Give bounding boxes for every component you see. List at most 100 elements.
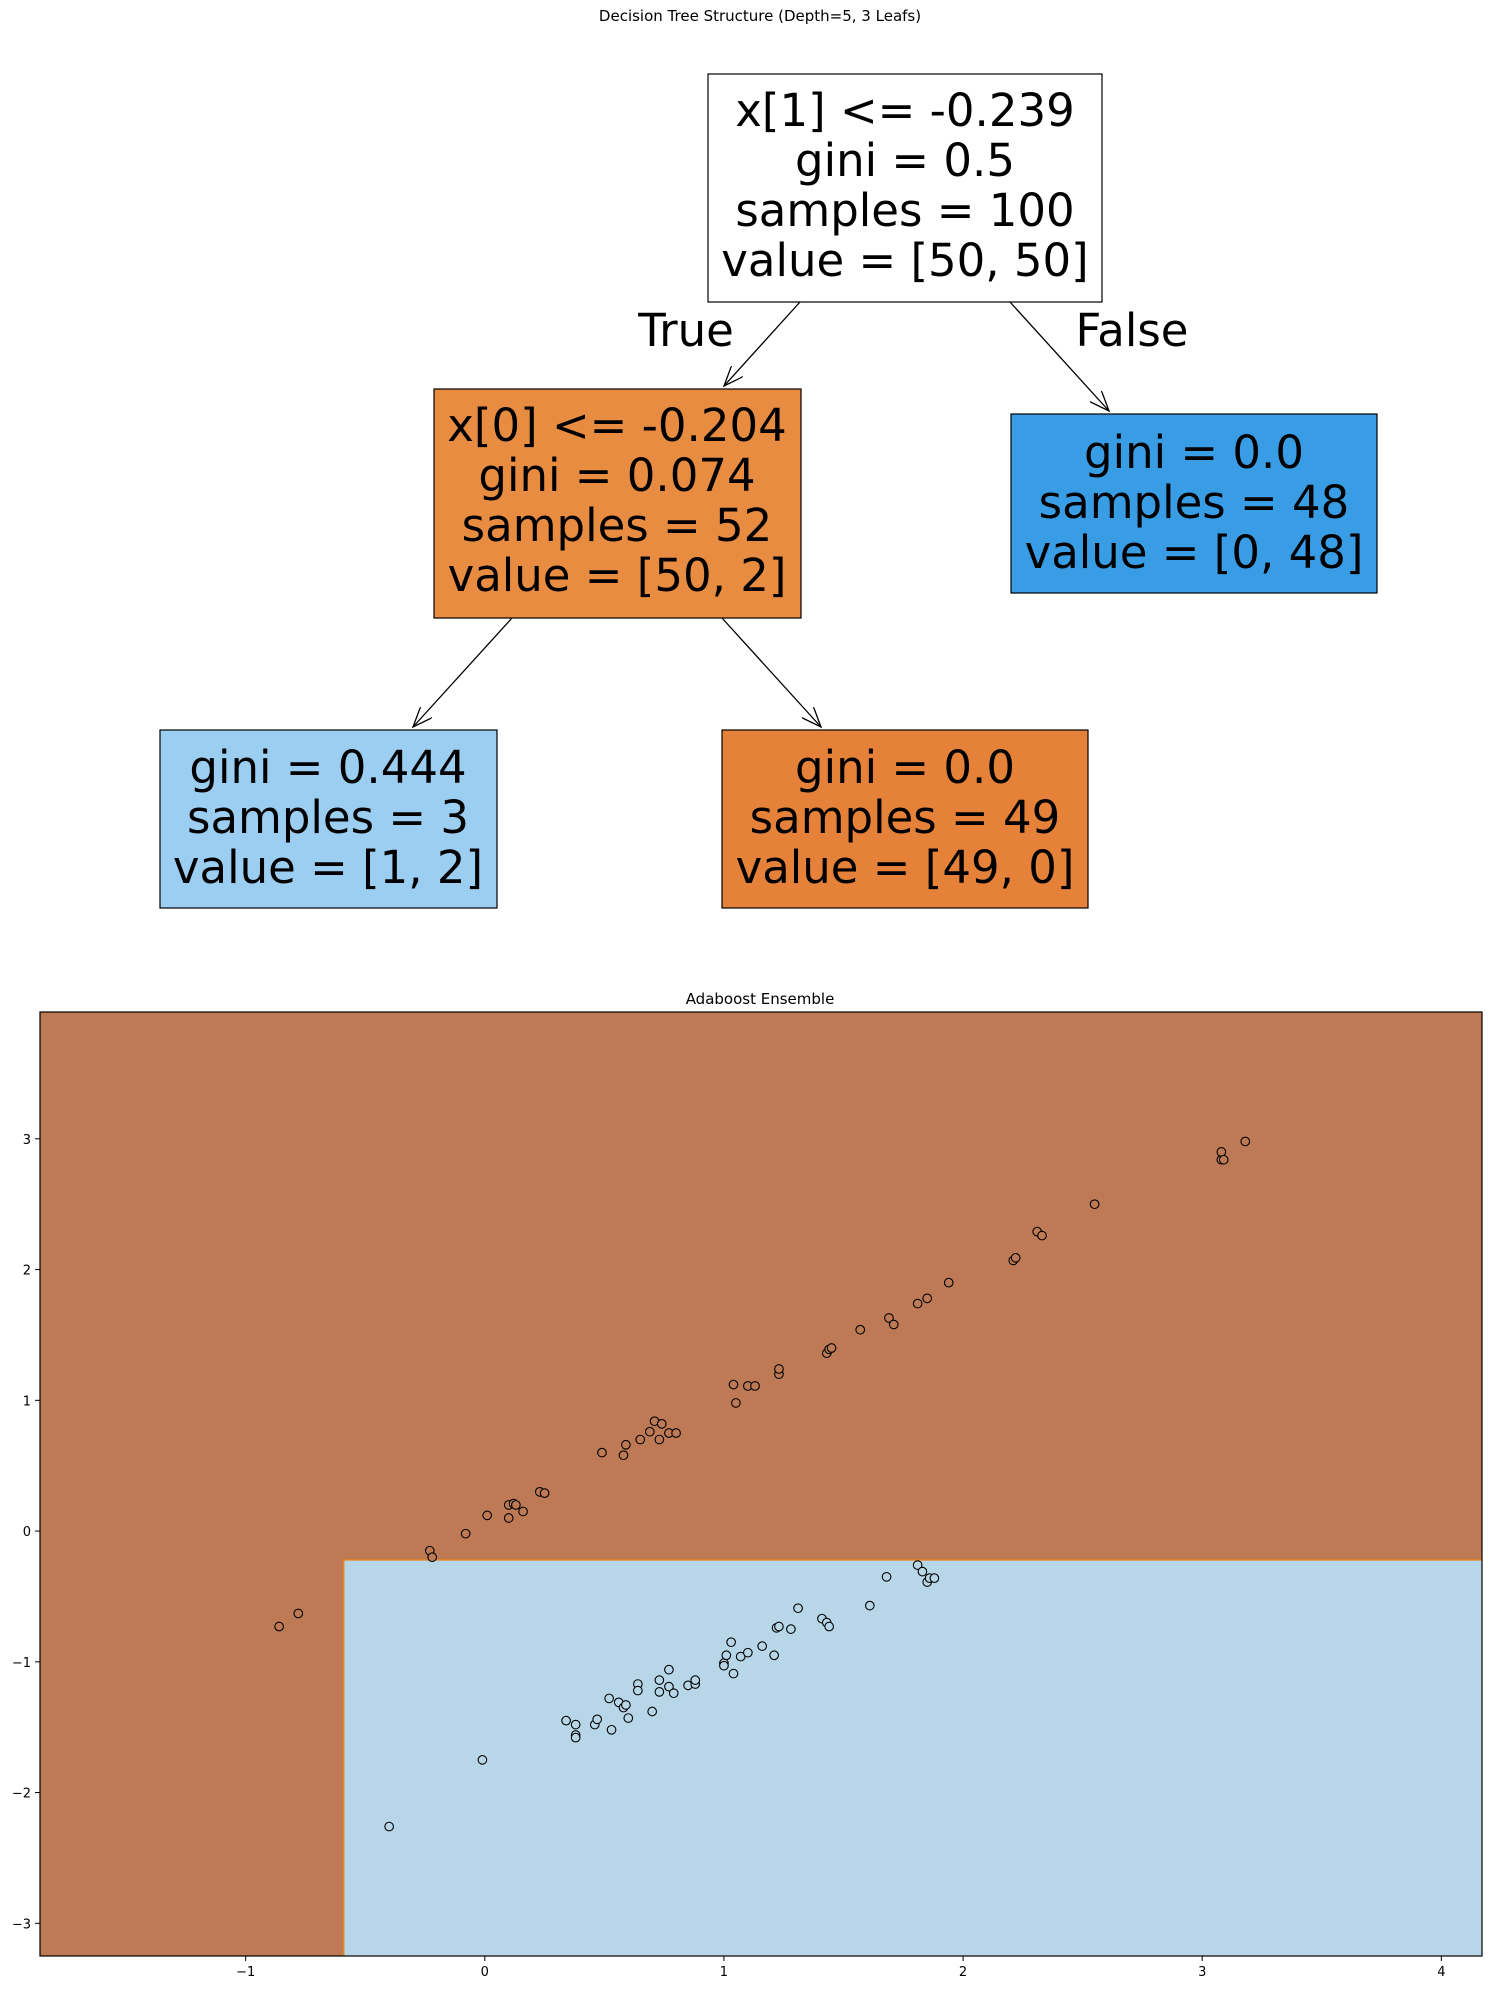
scatter-point-class-0 [518,1506,528,1517]
scatter-point-class-0 [774,1364,784,1374]
x-tick-label: 0 [481,1965,489,1980]
scatter-point-class-0 [1216,1147,1227,1157]
tree-node-left-right-box [721,729,1089,909]
edge-left-leftright [721,617,821,727]
tree-node-left-left-value: value = [1, 2] [173,841,483,894]
scatter-point-class-1 [690,1675,701,1685]
scatter-point-class-0 [750,1381,760,1391]
scatter-point-class-1 [917,1566,928,1577]
tree-node-root-split: x[1] <= -0.239 [735,84,1074,137]
decision-boundary [342,1559,1482,1956]
tree-node-left-left: gini = 0.444 samples = 3 value = [1, 2] [159,729,498,909]
scatter-point-class-1 [728,1668,739,1679]
scatter-point-class-0 [482,1510,493,1521]
scatter-point-class-0 [621,1439,631,1450]
scatter-point-class-0 [503,1513,514,1523]
decision-regions [40,1012,1482,1956]
scatter-point-class-1 [769,1650,780,1661]
scatter-point-class-0 [427,1552,438,1563]
scatter-point-class-0 [656,1419,667,1429]
scatter-point-class-0 [635,1434,646,1445]
scatter-point-class-1 [742,1647,753,1658]
y-tick-label: 3 [23,1133,31,1148]
scatter-point-class-0 [644,1426,655,1437]
scatter-point-class-0 [597,1447,607,1458]
scatter-point-class-1 [721,1650,732,1661]
scatter-point-class-1 [570,1732,581,1743]
tree-node-root-value: value = [50, 50] [721,234,1088,287]
tree-node-left-box [433,388,802,619]
tree-node-root-samples: samples = 100 [735,184,1074,237]
tree-node-right-samples: samples = 48 [1039,476,1350,529]
y-tick-label: 2 [23,1264,31,1279]
scatter-point-class-0 [654,1434,665,1445]
scatter-point-class-1 [774,1621,784,1632]
scatter-point-class-1 [912,1560,923,1570]
scatter-point-class-1 [606,1724,617,1735]
scatter-point-class-0 [618,1450,629,1461]
scatter-point-class-1 [592,1714,603,1725]
scatter-point-class-1 [786,1624,796,1634]
scatter-point-class-1 [561,1715,571,1726]
scatter-point-class-1 [623,1713,634,1723]
scatter-point-class-1 [726,1637,736,1648]
tree-node-right: gini = 0.0 samples = 48 value = [0, 48] [1010,413,1378,594]
scatter-point-class-0 [888,1319,899,1330]
tree-node-right-value: value = [0, 48] [1025,526,1364,579]
tree-node-left-right: gini = 0.0 samples = 49 value = [49, 0] [721,729,1089,909]
x-tick-label: 3 [1198,1965,1206,1980]
scatter-point-class-0 [731,1398,741,1408]
scatter-point-class-1 [632,1685,643,1696]
tree-node-left-gini: gini = 0.074 [478,449,755,502]
scatter-point-class-1 [654,1675,665,1685]
scatter-point-class-0 [826,1343,837,1353]
axes: −1 0 1 2 3 4 −3 −2 −1 0 1 2 3 [12,1011,1483,1980]
tree-node-right-box [1010,413,1378,594]
scatter-point-class-1 [793,1603,803,1614]
y-tick-label: 0 [23,1525,31,1540]
scatter-point-class-1 [647,1706,658,1717]
tree-title: Decision Tree Structure (Depth=5, 3 Leaf… [599,7,921,25]
scatter-point-class-0 [1089,1199,1100,1210]
scatter-point-class-1 [757,1641,768,1651]
scatter-point-class-1 [719,1660,729,1671]
scatter-point-class-1 [570,1719,581,1730]
false-edge-label: False [1076,304,1189,357]
tree-node-left-split: x[0] <= -0.204 [447,399,786,452]
scatter-point-class-1 [824,1621,835,1632]
scatter-point-class-0 [671,1428,681,1438]
region-class-1 [343,1559,1482,1956]
tree-node-right-gini: gini = 0.0 [1084,426,1304,479]
tree-node-root-box [707,73,1103,303]
edge-root-right [1009,301,1109,411]
scatter-point-class-0 [728,1379,739,1390]
scatter-point-class-1 [604,1693,614,1704]
chart-title: Adaboost Ensemble [686,990,835,1008]
tree-node-left-samples: samples = 52 [462,499,773,552]
scatter-point-class-0 [855,1324,866,1335]
scatter-point-class-0 [1240,1136,1251,1147]
edge-left-leftleft [413,617,513,727]
scatter-point-class-0 [943,1277,954,1288]
scatter-point-class-0 [884,1313,894,1323]
scatter-point-class-1 [668,1688,679,1699]
scatter-point-class-0 [1218,1154,1229,1165]
scatter-point-class-0 [293,1608,304,1619]
scatter-points [274,1136,1251,1832]
scatter-point-class-0 [460,1528,471,1539]
scatter-point-class-1 [664,1664,674,1675]
x-tick-label: 2 [959,1965,967,1980]
tree-node-left-value: value = [50, 2] [448,549,787,602]
scatter-point-class-1 [654,1687,665,1697]
y-tick-label: −2 [12,1787,31,1802]
scatter-point-class-0 [274,1621,284,1632]
scatter-point-class-0 [511,1500,521,1510]
plot-frame [39,1011,1483,1957]
scatter-point-class-0 [1010,1252,1021,1263]
scatter-point-class-1 [384,1821,394,1832]
y-tick-label: 1 [23,1394,31,1409]
scatter-point-class-0 [1037,1230,1047,1241]
tree-node-root: x[1] <= -0.239 gini = 0.5 samples = 100 … [707,73,1103,303]
scatter-point-class-0 [539,1488,550,1499]
scatter-point-class-0 [912,1298,923,1309]
